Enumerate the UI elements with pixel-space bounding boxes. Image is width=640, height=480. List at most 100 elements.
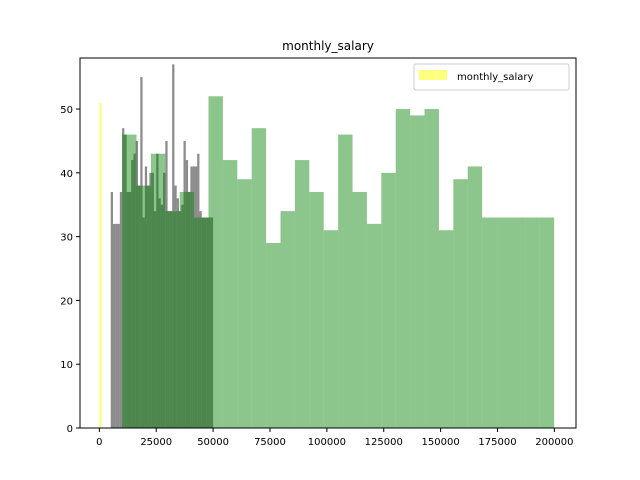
histogram-bar-series-1 <box>178 211 182 428</box>
histogram-bar-series-2 <box>136 185 151 428</box>
y-tick-label: 10 <box>60 360 73 371</box>
histogram-bar-series-1 <box>144 166 148 428</box>
y-tick-label: 0 <box>67 424 73 435</box>
histogram-bar-series-1 <box>119 191 123 428</box>
histogram-bar-series-1 <box>110 191 113 428</box>
histogram-bar-series-1 <box>156 153 159 429</box>
histogram-bar-series-1 <box>183 140 186 428</box>
histogram-bar-series-1 <box>167 211 170 428</box>
histogram-bar-series-2 <box>150 153 166 429</box>
histogram-bar-series-1 <box>165 140 168 428</box>
histogram-bar-series-1 <box>169 211 173 428</box>
x-tick-label: 200000 <box>535 437 573 448</box>
histogram-bar-series-2 <box>266 243 281 428</box>
bars-layer <box>99 64 555 429</box>
histogram-bar-series-1 <box>158 198 161 428</box>
histogram-bar-series-1 <box>140 77 143 428</box>
histogram-bar-series-2 <box>424 109 439 428</box>
histogram-bar-series-1 <box>138 185 141 428</box>
histogram-bar-series-1 <box>172 64 175 429</box>
histogram-bar-series-1 <box>174 185 177 428</box>
histogram-bar-series-1 <box>160 204 164 428</box>
histogram-bar-series-2 <box>410 115 425 429</box>
legend-box <box>413 63 570 91</box>
histogram-bar-series-1 <box>197 153 200 429</box>
histogram-bar-series-1 <box>115 223 118 428</box>
x-tick-label: 75000 <box>254 437 286 448</box>
histogram-bar-series-1 <box>128 191 132 428</box>
histogram-bar-series-2 <box>510 217 526 428</box>
histogram-bar-series-2 <box>366 223 382 428</box>
legend-label: monthly_salary <box>457 72 534 83</box>
x-tick-label: 100000 <box>308 437 346 448</box>
x-tick-label: 150000 <box>422 437 460 448</box>
histogram-bar-series-1 <box>206 217 209 428</box>
histogram-bar-series-2 <box>122 134 137 428</box>
y-axis: 0 10 20 30 40 50 <box>60 105 80 435</box>
histogram-bar-series-2 <box>539 217 555 428</box>
histogram-bar-series-2 <box>294 160 310 428</box>
histogram-bar-series-1 <box>194 166 198 428</box>
histogram-bar-series-2 <box>453 179 468 428</box>
histogram-bar-series-1 <box>188 191 191 428</box>
y-tick-label: 20 <box>60 296 73 307</box>
legend: monthly_salary <box>413 63 570 91</box>
histogram-bar-series-1 <box>181 204 184 428</box>
histogram-bar-series-1 <box>147 185 150 428</box>
histogram-bar-series-1 <box>176 198 179 428</box>
x-tick-label: 125000 <box>365 437 403 448</box>
histogram-bar-series-1 <box>153 211 157 428</box>
y-tick-label: 50 <box>60 105 73 116</box>
x-tick-label: 0 <box>96 437 102 448</box>
histogram-bar-series-2 <box>208 96 223 428</box>
histogram-bar-series-2 <box>496 217 511 428</box>
histogram-bar-series-1 <box>112 223 116 428</box>
histogram-bar-series-1 <box>131 160 134 428</box>
histogram-bar-series-2 <box>222 160 238 428</box>
histogram-bar-series-2 <box>338 134 353 428</box>
histogram-bar-series-2 <box>194 217 209 428</box>
histogram-bar-series-2 <box>395 109 411 428</box>
legend-swatch <box>419 70 447 80</box>
histogram-bar-series-2 <box>280 211 295 428</box>
histogram-bar-series-1 <box>122 128 125 428</box>
histogram-bar-series-1 <box>149 172 152 428</box>
histogram-bar-series-2 <box>525 217 540 428</box>
histogram-bar-series-1 <box>151 172 154 428</box>
histogram-bar-series-2 <box>179 191 195 428</box>
histogram-bar-series-1 <box>190 166 193 428</box>
histogram-bar-series-1 <box>199 211 202 428</box>
histogram-bar-series-2 <box>165 211 180 428</box>
histogram-bar-series-0 <box>99 102 102 428</box>
y-tick-label: 30 <box>60 233 73 244</box>
histogram-bar-series-1 <box>185 160 189 428</box>
chart-title: monthly_salary <box>282 39 374 53</box>
histogram-bar-series-1 <box>117 223 120 428</box>
histogram-bar-series-1 <box>204 217 207 428</box>
histogram-bar-series-2 <box>309 191 324 428</box>
histogram-bar-series-2 <box>323 230 339 428</box>
histogram-bar-series-1 <box>208 217 211 428</box>
histogram-bar-series-2 <box>237 179 252 428</box>
plot-frame <box>79 57 577 429</box>
histogram-bar-series-1 <box>163 172 166 428</box>
histogram-bar-series-2 <box>482 217 497 428</box>
histogram-bar-series-1 <box>124 134 127 428</box>
x-tick-label: 175000 <box>478 437 516 448</box>
histogram-bar-series-2 <box>352 191 367 428</box>
histogram-bar-series-2 <box>381 172 396 428</box>
histogram-bar-series-1 <box>201 217 204 428</box>
x-axis: 0 25000 50000 75000 100000 125000 150000 175000… <box>96 428 573 448</box>
x-tick-label: 25000 <box>140 437 172 448</box>
histogram-bar-series-1 <box>135 140 139 428</box>
histogram-bar-series-2 <box>251 128 267 428</box>
y-tick-label: 40 <box>60 169 73 180</box>
histogram-bar-series-2 <box>467 166 483 428</box>
histogram-bar-series-1 <box>133 153 136 429</box>
histogram-bar-series-1 <box>210 217 214 428</box>
histogram-bar-series-1 <box>142 217 145 428</box>
x-tick-label: 50000 <box>197 437 229 448</box>
histogram-bar-series-1 <box>192 166 195 428</box>
histogram-bar-series-1 <box>126 191 129 428</box>
